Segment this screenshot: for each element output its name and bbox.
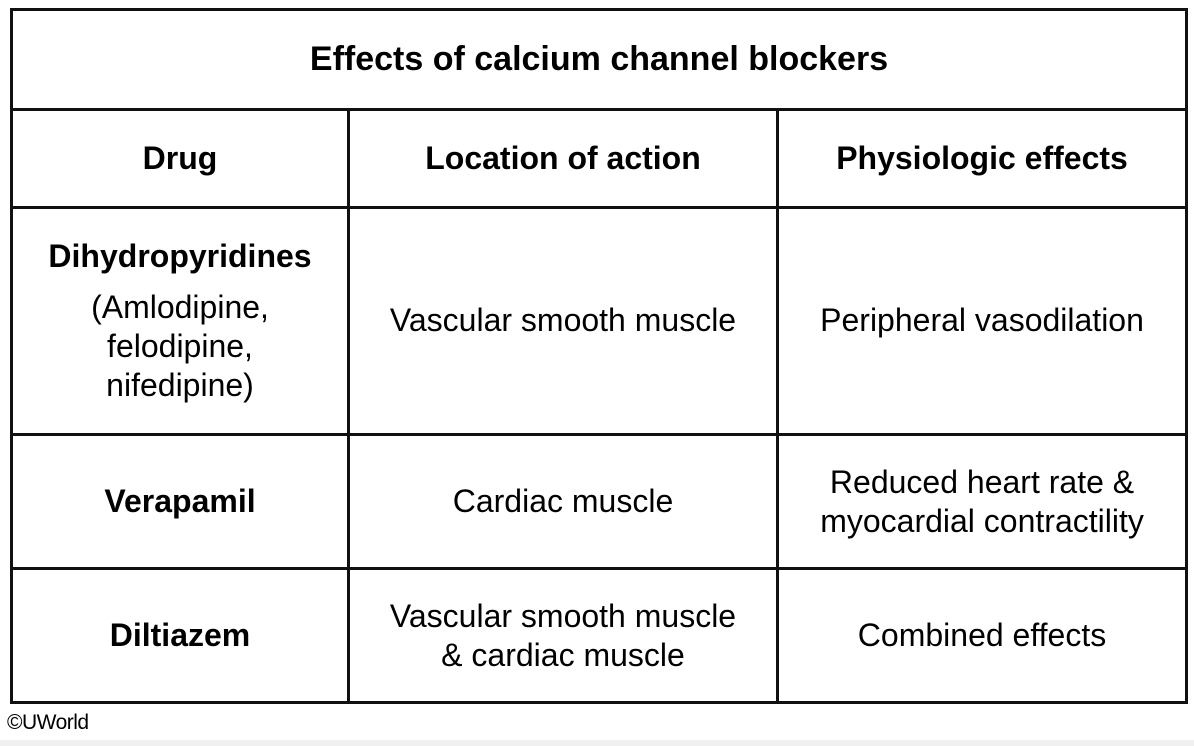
- ccb-table-container: Effects of calcium channel blockers Drug…: [9, 7, 1189, 704]
- effects-cell: Combined effects: [775, 567, 1189, 704]
- location-text: Vascular smooth muscle: [389, 597, 737, 634]
- table-title-row: Effects of calcium channel blockers: [9, 7, 1189, 112]
- location-cell: Vascular smooth muscle: [347, 205, 779, 436]
- header-location: Location of action: [347, 108, 779, 209]
- effects-cell: Peripheral vasodilation: [775, 205, 1189, 436]
- drug-cell-verapamil: Verapamil: [10, 432, 350, 571]
- location-text: Vascular smooth muscle: [389, 302, 737, 339]
- location-cell: Vascular smooth muscle & cardiac muscle: [347, 567, 779, 704]
- drug-name: Verapamil: [104, 483, 256, 520]
- table-row: Diltiazem Vascular smooth muscle & cardi…: [10, 567, 1189, 704]
- location-text: & cardiac muscle: [441, 636, 685, 673]
- effects-text: Peripheral vasodilation: [820, 302, 1144, 339]
- drug-example-line: nifedipine): [106, 366, 254, 403]
- table-row: Verapamil Cardiac muscle Reduced heart r…: [10, 432, 1189, 571]
- drug-cell-dihydropyridines: Dihydropyridines (Amlodipine, felodipine…: [10, 205, 350, 436]
- drug-name: Dihydropyridines: [48, 237, 312, 274]
- drug-example-line: (Amlodipine,: [91, 288, 269, 325]
- effects-text: myocardial contractility: [820, 502, 1144, 539]
- header-effects: Physiologic effects: [775, 108, 1189, 209]
- bottom-divider: [0, 740, 1194, 746]
- table-header-row: Drug Location of action Physiologic effe…: [10, 108, 1189, 209]
- header-drug: Drug: [10, 108, 350, 209]
- effects-cell: Reduced heart rate & myocardial contract…: [775, 432, 1189, 571]
- effects-text: Reduced heart rate &: [829, 463, 1135, 500]
- table-title: Effects of calcium channel blockers: [9, 7, 1189, 112]
- ccb-effects-table: Effects of calcium channel blockers Drug…: [9, 7, 1189, 704]
- drug-cell-diltiazem: Diltiazem: [10, 567, 350, 704]
- drug-name: Diltiazem: [109, 617, 251, 654]
- effects-text: Combined effects: [857, 617, 1107, 654]
- copyright-notice: ©UWorld: [7, 711, 89, 734]
- table-row: Dihydropyridines (Amlodipine, felodipine…: [10, 205, 1189, 436]
- location-cell: Cardiac muscle: [347, 432, 779, 571]
- location-text: Cardiac muscle: [452, 483, 674, 520]
- drug-example-line: felodipine,: [107, 327, 253, 364]
- drug-examples: (Amlodipine, felodipine, nifedipine): [23, 288, 337, 405]
